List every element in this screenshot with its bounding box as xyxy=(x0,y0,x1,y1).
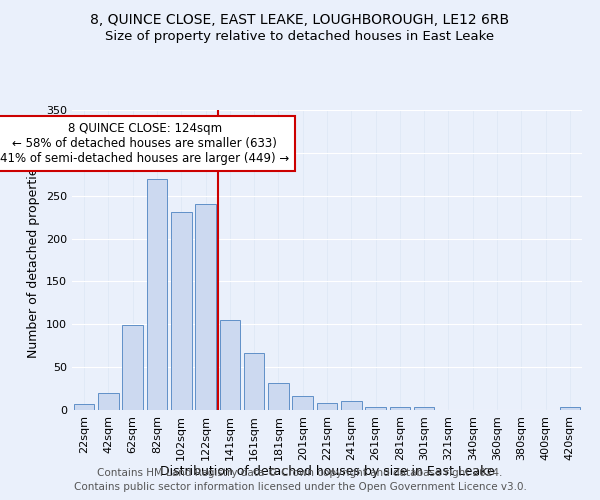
Text: Size of property relative to detached houses in East Leake: Size of property relative to detached ho… xyxy=(106,30,494,43)
Y-axis label: Number of detached properties: Number of detached properties xyxy=(28,162,40,358)
Bar xyxy=(244,352,265,410)
Bar xyxy=(195,204,216,410)
Bar xyxy=(74,404,94,410)
Text: 8 QUINCE CLOSE: 124sqm
← 58% of detached houses are smaller (633)
41% of semi-de: 8 QUINCE CLOSE: 124sqm ← 58% of detached… xyxy=(0,122,289,165)
Bar xyxy=(365,408,386,410)
Text: 8, QUINCE CLOSE, EAST LEAKE, LOUGHBOROUGH, LE12 6RB: 8, QUINCE CLOSE, EAST LEAKE, LOUGHBOROUG… xyxy=(91,12,509,26)
Bar xyxy=(171,212,191,410)
Bar xyxy=(389,406,410,410)
Bar xyxy=(292,396,313,410)
Text: Contains public sector information licensed under the Open Government Licence v3: Contains public sector information licen… xyxy=(74,482,526,492)
Bar xyxy=(317,403,337,410)
Bar xyxy=(146,178,167,410)
Bar xyxy=(560,408,580,410)
X-axis label: Distribution of detached houses by size in East Leake: Distribution of detached houses by size … xyxy=(160,466,494,478)
Bar xyxy=(414,406,434,410)
Bar xyxy=(268,384,289,410)
Bar xyxy=(220,320,240,410)
Text: Contains HM Land Registry data © Crown copyright and database right 2024.: Contains HM Land Registry data © Crown c… xyxy=(97,468,503,477)
Bar xyxy=(98,393,119,410)
Bar xyxy=(341,400,362,410)
Bar xyxy=(122,325,143,410)
